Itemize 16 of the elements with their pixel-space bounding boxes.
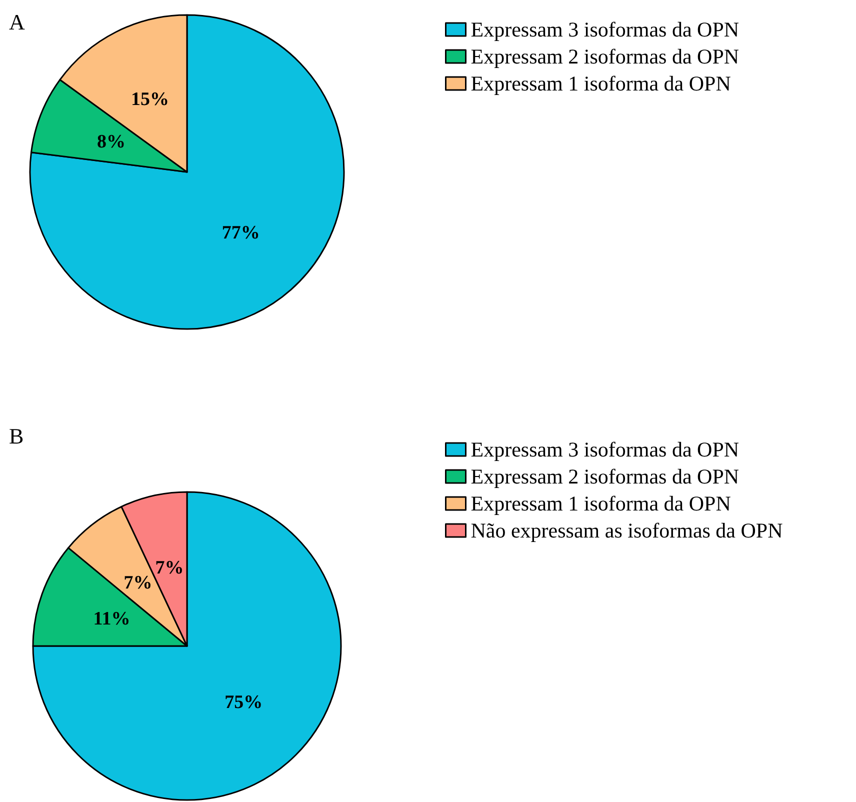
legend-label: Expressam 3 isoformas da OPN [470, 18, 740, 42]
chart-title: A [9, 10, 25, 34]
data-label: 8% [96, 132, 126, 152]
chart-title: B [9, 424, 24, 448]
legend-label: Expressam 3 isoformas da OPN [470, 438, 740, 462]
legend-label: Não expressam as isoformas da OPN [470, 518, 783, 542]
legend-label: Expressam 1 isoforma da OPN [470, 492, 731, 516]
legend-label: Expressam 1 isoforma da OPN [470, 72, 731, 96]
data-label: 11% [93, 608, 130, 630]
data-label: 7% [155, 557, 184, 578]
data-label: 7% [124, 572, 152, 594]
data-label: 77% [222, 222, 260, 244]
data-label: 75% [224, 692, 263, 714]
legend-label: Expressam 2 isoformas da OPN [470, 464, 740, 488]
legend-label: Expressam 2 isoformas da OPN [470, 44, 740, 68]
data-label: 15% [131, 88, 169, 110]
